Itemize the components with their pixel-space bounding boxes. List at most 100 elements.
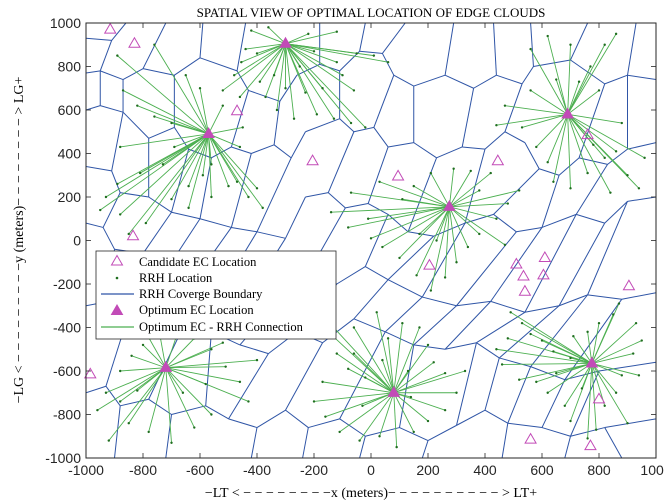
rrh-point <box>569 187 572 190</box>
ec-rrh-connection <box>241 43 286 63</box>
y-tick-label: 0 <box>73 233 81 249</box>
rrh-point <box>378 180 381 183</box>
coverage-boundary-segment <box>621 292 656 300</box>
ec-rrh-connection <box>245 43 286 50</box>
ec-rrh-connection <box>591 303 620 364</box>
rrh-point <box>614 391 618 394</box>
coverage-boundary-segment <box>456 231 517 307</box>
ec-rrh-connection <box>285 43 306 93</box>
legend-boundary-label: RRH Coverge Boundary <box>139 287 263 301</box>
ec-rrh-connection <box>393 392 415 433</box>
ec-rrh-connection <box>504 105 568 115</box>
coverage-boundary-segment <box>86 166 112 172</box>
rrh-point <box>415 274 418 277</box>
rrh-point <box>341 74 344 77</box>
ec-rrh-connection <box>402 198 450 208</box>
coverage-boundary-segment <box>273 144 292 159</box>
ec-rrh-connection <box>393 392 429 422</box>
ec-rrh-connection <box>591 363 597 430</box>
coverage-boundary-segment <box>86 222 104 228</box>
ec-rrh-connection <box>430 172 450 208</box>
ec-rrh-connection <box>567 114 589 174</box>
ec-rrh-connection <box>208 133 264 209</box>
ec-rrh-connection <box>387 338 395 393</box>
ec-rrh-connection <box>171 133 209 200</box>
ec-rrh-connection <box>268 27 286 44</box>
ec-rrh-connection <box>530 90 568 115</box>
rrh-point <box>555 78 558 81</box>
rrh-point <box>144 221 148 225</box>
rrh-point <box>398 256 401 260</box>
rrh-point <box>637 374 641 377</box>
ec-rrh-connection <box>591 362 640 376</box>
x-axis-label: −LT < − − − − − − − −x (meters)− − − − −… <box>205 486 537 501</box>
rrh-point <box>224 365 227 368</box>
ec-rrh-connection <box>142 344 167 369</box>
coverage-boundary-segment <box>148 398 172 415</box>
ec-rrh-connection <box>208 133 229 187</box>
rrh-point <box>141 343 145 347</box>
ec-rrh-connection <box>208 133 249 198</box>
ec-rrh-connection <box>587 363 593 439</box>
y-tick-label: 800 <box>58 59 82 75</box>
rrh-point <box>500 363 504 366</box>
ec-rrh-connection <box>336 353 395 394</box>
coverage-boundary-segment <box>251 144 275 154</box>
rrh-point <box>429 171 433 175</box>
ec-rrh-connection <box>128 367 167 424</box>
rrh-point <box>284 87 287 90</box>
ec-rrh-connection <box>353 327 395 393</box>
coverage-boundary-segment <box>86 385 107 394</box>
legend-optimum-label: Optimum EC Location <box>139 303 254 317</box>
coverage-boundary-segment <box>100 70 124 81</box>
rrh-point <box>352 89 356 92</box>
rrh-point <box>193 426 196 429</box>
coverage-boundary-segment <box>476 342 500 359</box>
rrh-point <box>555 371 558 375</box>
rrh-point <box>614 150 618 153</box>
ec-rrh-connection <box>379 181 450 208</box>
coverage-boundary-segment <box>393 74 414 87</box>
ec-rrh-connection <box>370 206 450 239</box>
rrh-point <box>272 74 276 77</box>
ec-rrh-connection <box>285 43 315 52</box>
ec-rrh-connection <box>322 381 394 394</box>
coverage-boundary-segment <box>387 279 423 298</box>
coverage-boundary-segment <box>199 157 212 219</box>
ec-rrh-connection <box>128 133 209 235</box>
rrh-point <box>455 391 458 394</box>
coverage-boundary-segment <box>558 222 606 306</box>
ec-rrh-connection <box>99 133 209 211</box>
rrh-point <box>366 217 370 220</box>
rrh-point <box>173 145 176 149</box>
x-tick-label: 0 <box>367 462 375 478</box>
rrh-point <box>426 343 430 347</box>
coverage-boundary-segment <box>211 146 232 159</box>
ec-rrh-connection <box>393 370 409 393</box>
ec-rrh-connection <box>496 348 592 364</box>
rrh-point <box>347 226 350 229</box>
coverage-boundary-segment <box>538 168 560 176</box>
rrh-point <box>298 65 301 68</box>
rrh-point <box>355 52 358 55</box>
rrh-point <box>386 337 390 340</box>
coverage-boundary-segment <box>461 88 475 148</box>
candidate-ec-marker <box>622 279 636 291</box>
coverage-boundary-segment <box>627 74 656 81</box>
rrh-point <box>612 313 615 316</box>
rrh-point <box>332 117 336 120</box>
coverage-boundary-segment <box>604 418 656 429</box>
coverage-boundary-segment <box>524 142 540 169</box>
rrh-point <box>304 91 307 94</box>
candidate-ec-marker <box>584 439 597 451</box>
coverage-boundary-segment <box>345 203 369 209</box>
ec-rrh-connection <box>353 353 395 394</box>
y-tick-label: 600 <box>58 102 82 118</box>
rrh-point <box>401 197 404 201</box>
y-ticks: -1000 -800 -600 -400 -200 0 200 400 600 800 1000 <box>45 15 656 466</box>
ec-rrh-connection <box>165 338 195 369</box>
ec-rrh-connection <box>536 362 593 383</box>
candidate-ec-marker <box>126 229 140 241</box>
rrh-point <box>181 391 185 394</box>
x-tick-label: -400 <box>243 462 271 478</box>
